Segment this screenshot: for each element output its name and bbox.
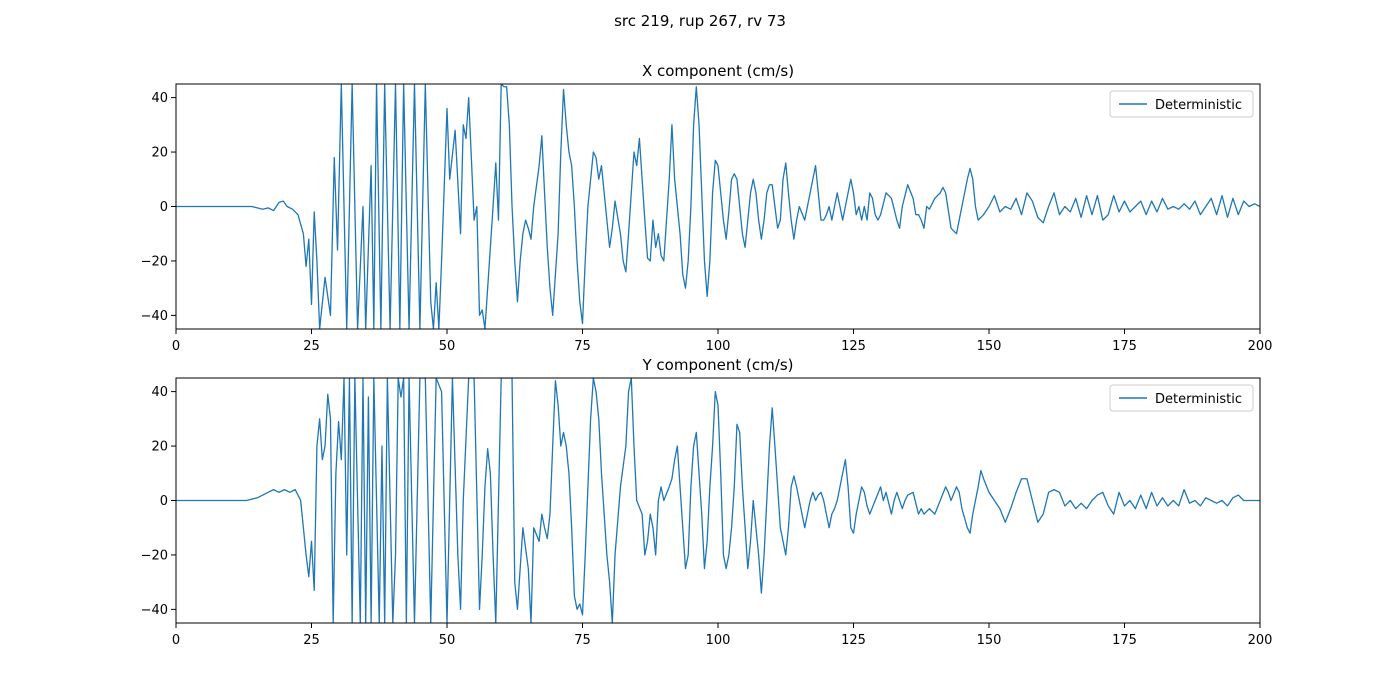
panel-0-y-tick-label-4: 40 bbox=[151, 91, 168, 106]
panel-1-x-tick-label-8: 200 bbox=[1248, 633, 1273, 648]
y-component-panel: Y component (cm/s)0 25 50 75 100 125 150 175 200… bbox=[141, 356, 1273, 648]
panel-0-y-tick-label-0: −40 bbox=[141, 309, 168, 324]
panel-1-series-line-0 bbox=[176, 378, 1260, 623]
panel-1-y-tick-label-0: −40 bbox=[141, 603, 168, 618]
panel-0-x-tick-label-8: 200 bbox=[1248, 339, 1273, 354]
panel-1-x-tick-label-7: 175 bbox=[1112, 633, 1137, 648]
panel-1-y-tick-label-3: 20 bbox=[151, 440, 168, 455]
panel-0-x-tick-label-0: 0 bbox=[172, 339, 180, 354]
panel-0-x-tick-label-4: 100 bbox=[706, 339, 731, 354]
panel-1-legend-box bbox=[1109, 384, 1254, 412]
panel-1-y-tick-label-2: 0 bbox=[160, 494, 168, 509]
panel-1-x-tick-label-4: 100 bbox=[706, 633, 731, 648]
panel-1-title: Y component (cm/s) bbox=[642, 356, 794, 374]
panel-0-x-tick-label-6: 150 bbox=[977, 339, 1002, 354]
panel-0-legend-box bbox=[1109, 90, 1254, 118]
panel-0-title: X component (cm/s) bbox=[642, 62, 794, 80]
panel-0-y-tick-label-2: 0 bbox=[160, 200, 168, 215]
panel-0-legend: Deterministic bbox=[1109, 90, 1254, 118]
panel-1-x-tick-label-6: 150 bbox=[977, 633, 1002, 648]
panel-0-y-tick-label-1: −20 bbox=[141, 254, 168, 269]
panel-1-x-tick-label-1: 25 bbox=[303, 633, 320, 648]
panel-1-x-tick-label-0: 0 bbox=[172, 633, 180, 648]
panel-1-y-tick-label-4: 40 bbox=[151, 385, 168, 400]
panel-0-series-line-0 bbox=[176, 84, 1260, 329]
panel-0-legend-label: Deterministic bbox=[1155, 98, 1242, 113]
panel-0-y-tick-label-3: 20 bbox=[151, 146, 168, 161]
panel-1-y-tick-label-1: −20 bbox=[141, 548, 168, 563]
panel-0-x-tick-label-5: 125 bbox=[841, 339, 866, 354]
panel-1-legend: Deterministic bbox=[1109, 384, 1254, 412]
figure-suptitle: src 219, rup 267, rv 73 bbox=[614, 12, 786, 30]
panel-0-x-tick-label-2: 50 bbox=[439, 339, 456, 354]
panel-0-x-tick-label-7: 175 bbox=[1112, 339, 1137, 354]
panel-0-x-tick-label-3: 75 bbox=[574, 339, 591, 354]
panel-1-legend-label: Deterministic bbox=[1155, 392, 1242, 407]
panel-1-x-tick-label-5: 125 bbox=[841, 633, 866, 648]
x-component-panel: X component (cm/s)0 25 50 75 100 125 150 175 200… bbox=[141, 62, 1273, 354]
panel-1-x-tick-label-2: 50 bbox=[439, 633, 456, 648]
panel-1-x-tick-label-3: 75 bbox=[574, 633, 591, 648]
panel-0-x-tick-label-1: 25 bbox=[303, 339, 320, 354]
